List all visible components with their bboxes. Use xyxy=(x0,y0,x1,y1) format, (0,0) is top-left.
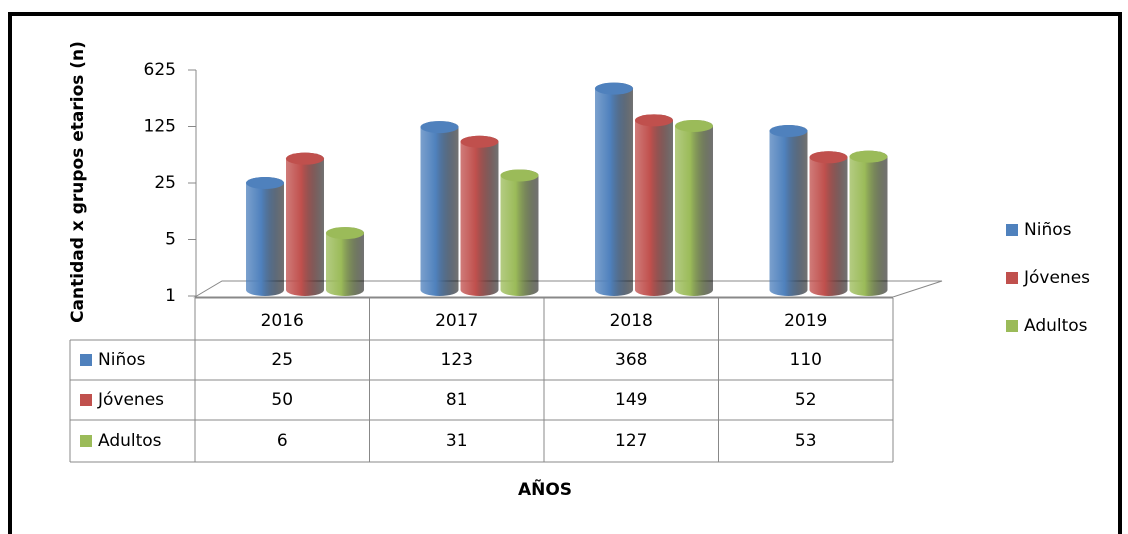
x-tick-label: 2019 xyxy=(784,311,827,331)
bar-top xyxy=(460,135,499,148)
x-tick-label: 2017 xyxy=(435,311,478,331)
table-cell: 127 xyxy=(615,431,647,451)
y-tick-label: 125 xyxy=(144,117,176,137)
table-row-label: Adultos xyxy=(98,431,162,451)
legend-label: Niños xyxy=(1024,220,1072,240)
legend-label: Jóvenes xyxy=(1023,268,1090,288)
y-tick-label: 625 xyxy=(144,60,176,80)
table-cell: 110 xyxy=(790,350,822,370)
y-tick-label: 25 xyxy=(154,173,176,193)
y-axis-title: Cantidad x grupos etarios (n) xyxy=(68,41,88,323)
bar xyxy=(460,135,499,296)
bar xyxy=(595,82,633,296)
table-cell: 6 xyxy=(277,431,288,451)
bar-top xyxy=(675,119,713,132)
bar xyxy=(769,124,808,296)
bar-top xyxy=(635,114,673,127)
bar xyxy=(286,152,324,296)
bar xyxy=(675,119,713,297)
table-row-label: Jóvenes xyxy=(97,390,164,410)
table-cell: 53 xyxy=(795,431,817,451)
bar-top xyxy=(849,150,888,163)
bar-top xyxy=(326,227,364,240)
bar-top xyxy=(809,151,848,164)
legend-key xyxy=(1006,224,1018,236)
table-legend-key xyxy=(80,435,92,447)
bar xyxy=(420,121,459,296)
table-cell: 123 xyxy=(441,350,473,370)
bar-top xyxy=(595,82,633,95)
bar xyxy=(635,114,673,296)
bar xyxy=(500,169,539,296)
table-cell: 25 xyxy=(271,350,293,370)
table-row-label: Niños xyxy=(98,350,146,370)
bar-top xyxy=(286,152,324,165)
bar-top xyxy=(420,121,459,134)
table-cell: 52 xyxy=(795,390,817,410)
table-legend-key xyxy=(80,394,92,406)
legend-label: Adultos xyxy=(1024,316,1088,336)
bar-top xyxy=(246,177,284,189)
legend-key xyxy=(1006,272,1018,284)
bar xyxy=(809,151,848,296)
bar-top xyxy=(769,124,808,137)
bar xyxy=(326,227,364,296)
y-tick-label: 5 xyxy=(165,230,176,250)
chart-frame xyxy=(8,12,1122,534)
legend-key xyxy=(1006,320,1018,332)
x-tick-label: 2018 xyxy=(610,311,653,331)
table-cell: 50 xyxy=(271,390,293,410)
table-cell: 368 xyxy=(615,350,647,370)
x-tick-label: 2016 xyxy=(261,311,304,331)
table-legend-key xyxy=(80,354,92,366)
bar xyxy=(246,177,284,296)
table-cell: 81 xyxy=(446,390,468,410)
bar-top xyxy=(500,169,539,182)
x-axis-title: AÑOS xyxy=(518,477,572,500)
floor xyxy=(193,280,943,298)
bar xyxy=(849,150,888,296)
table-cell: 149 xyxy=(615,390,647,410)
y-tick-label: 1 xyxy=(165,286,176,306)
table-cell: 31 xyxy=(446,431,468,451)
